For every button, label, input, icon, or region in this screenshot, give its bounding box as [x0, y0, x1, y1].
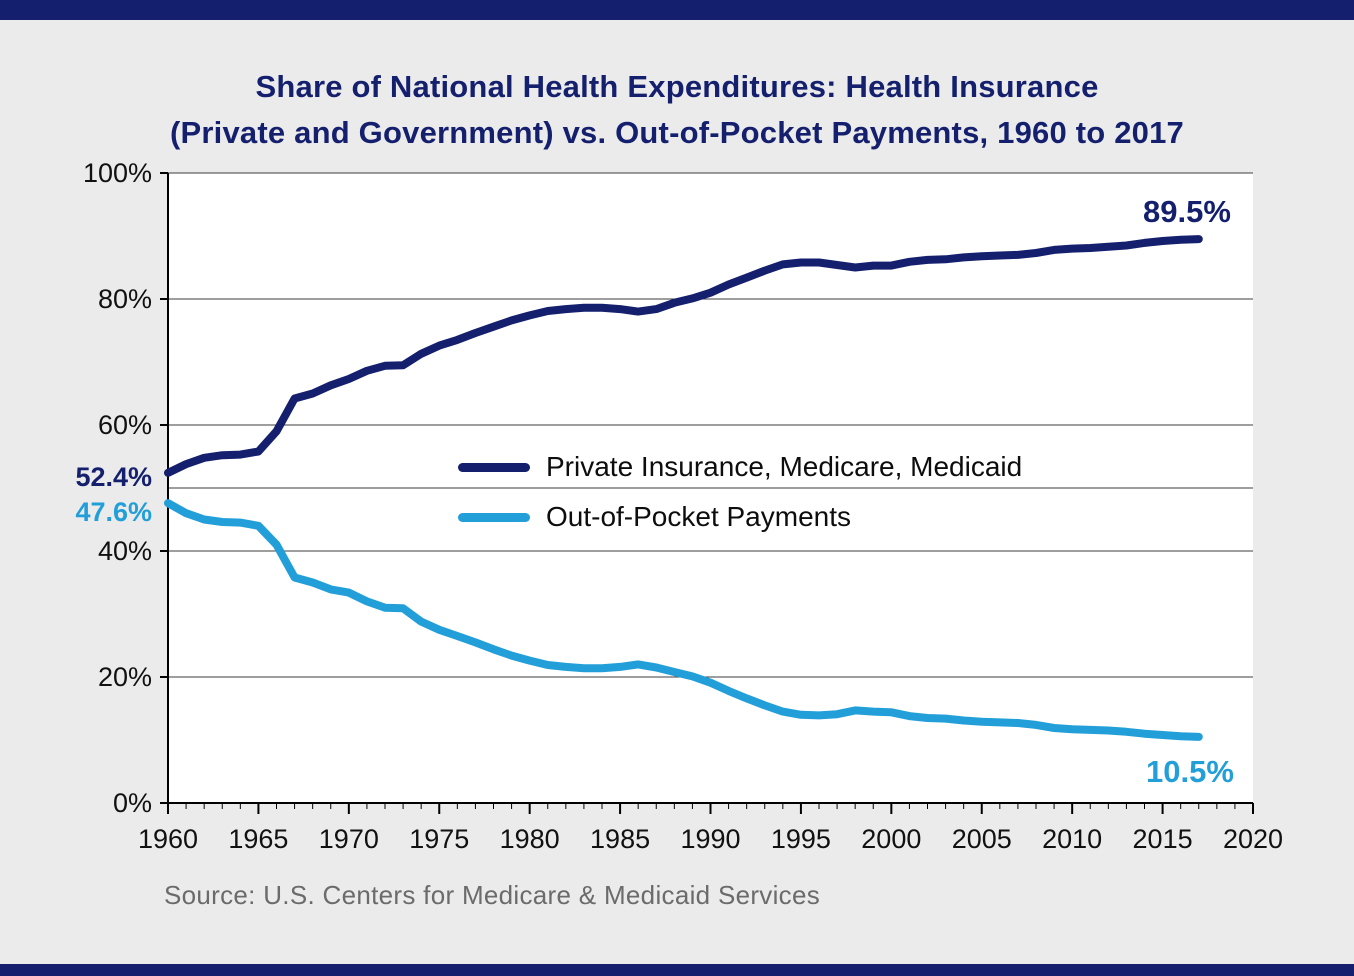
y-tick-label: 0%	[113, 788, 152, 818]
end-value-private: 89.5%	[1143, 194, 1231, 229]
start-value-private: 52.4%	[75, 462, 152, 492]
x-tick-label: 1990	[680, 824, 740, 854]
x-tick-label: 1980	[500, 824, 560, 854]
end-value-out-of-pocket: 10.5%	[1146, 754, 1234, 789]
y-tick-label: 60%	[98, 410, 152, 440]
x-tick-label: 1995	[771, 824, 831, 854]
legend-item-out-of-pocket: Out-of-Pocket Payments	[458, 500, 1022, 534]
x-tick-label: 1960	[138, 824, 198, 854]
y-tick-label: 100%	[83, 158, 152, 188]
y-tick-label: 40%	[98, 536, 152, 566]
x-tick-label: 1965	[228, 824, 288, 854]
bottom-accent-bar	[0, 964, 1354, 976]
top-accent-bar	[0, 0, 1354, 20]
x-tick-label: 1985	[590, 824, 650, 854]
legend-label-out-of-pocket: Out-of-Pocket Payments	[546, 501, 852, 532]
legend-item-private: Private Insurance, Medicare, Medicaid	[458, 450, 1022, 484]
source-note: Source: U.S. Centers for Medicare & Medi…	[164, 880, 821, 910]
start-value-out-of-pocket: 47.6%	[75, 497, 152, 527]
x-tick-label: 2010	[1042, 824, 1102, 854]
series-line-out-of-pocket	[164, 499, 1203, 741]
x-tick-label: 2000	[861, 824, 921, 854]
x-tick-label: 1970	[319, 824, 379, 854]
chart-title-line2: (Private and Government) vs. Out-of-Pock…	[170, 115, 1184, 150]
x-tick-label: 2015	[1133, 824, 1193, 854]
chart-title-line1: Share of National Health Expenditures: H…	[255, 69, 1099, 104]
y-tick-label: 20%	[98, 662, 152, 692]
x-tick-label: 2020	[1223, 824, 1283, 854]
chart-title: Share of National Health Expenditures: H…	[0, 64, 1354, 156]
series-line-private	[164, 235, 1203, 477]
y-tick-label: 80%	[98, 284, 152, 314]
x-tick-label: 2005	[952, 824, 1012, 854]
legend-label-private: Private Insurance, Medicare, Medicaid	[546, 451, 1023, 482]
legend-swatch-private-line	[458, 462, 530, 472]
x-tick-label: 1975	[409, 824, 469, 854]
legend-swatch-out-of-pocket-line	[458, 512, 530, 522]
chart-legend: Private Insurance, Medicare, Medicaid Ou…	[458, 450, 1022, 534]
